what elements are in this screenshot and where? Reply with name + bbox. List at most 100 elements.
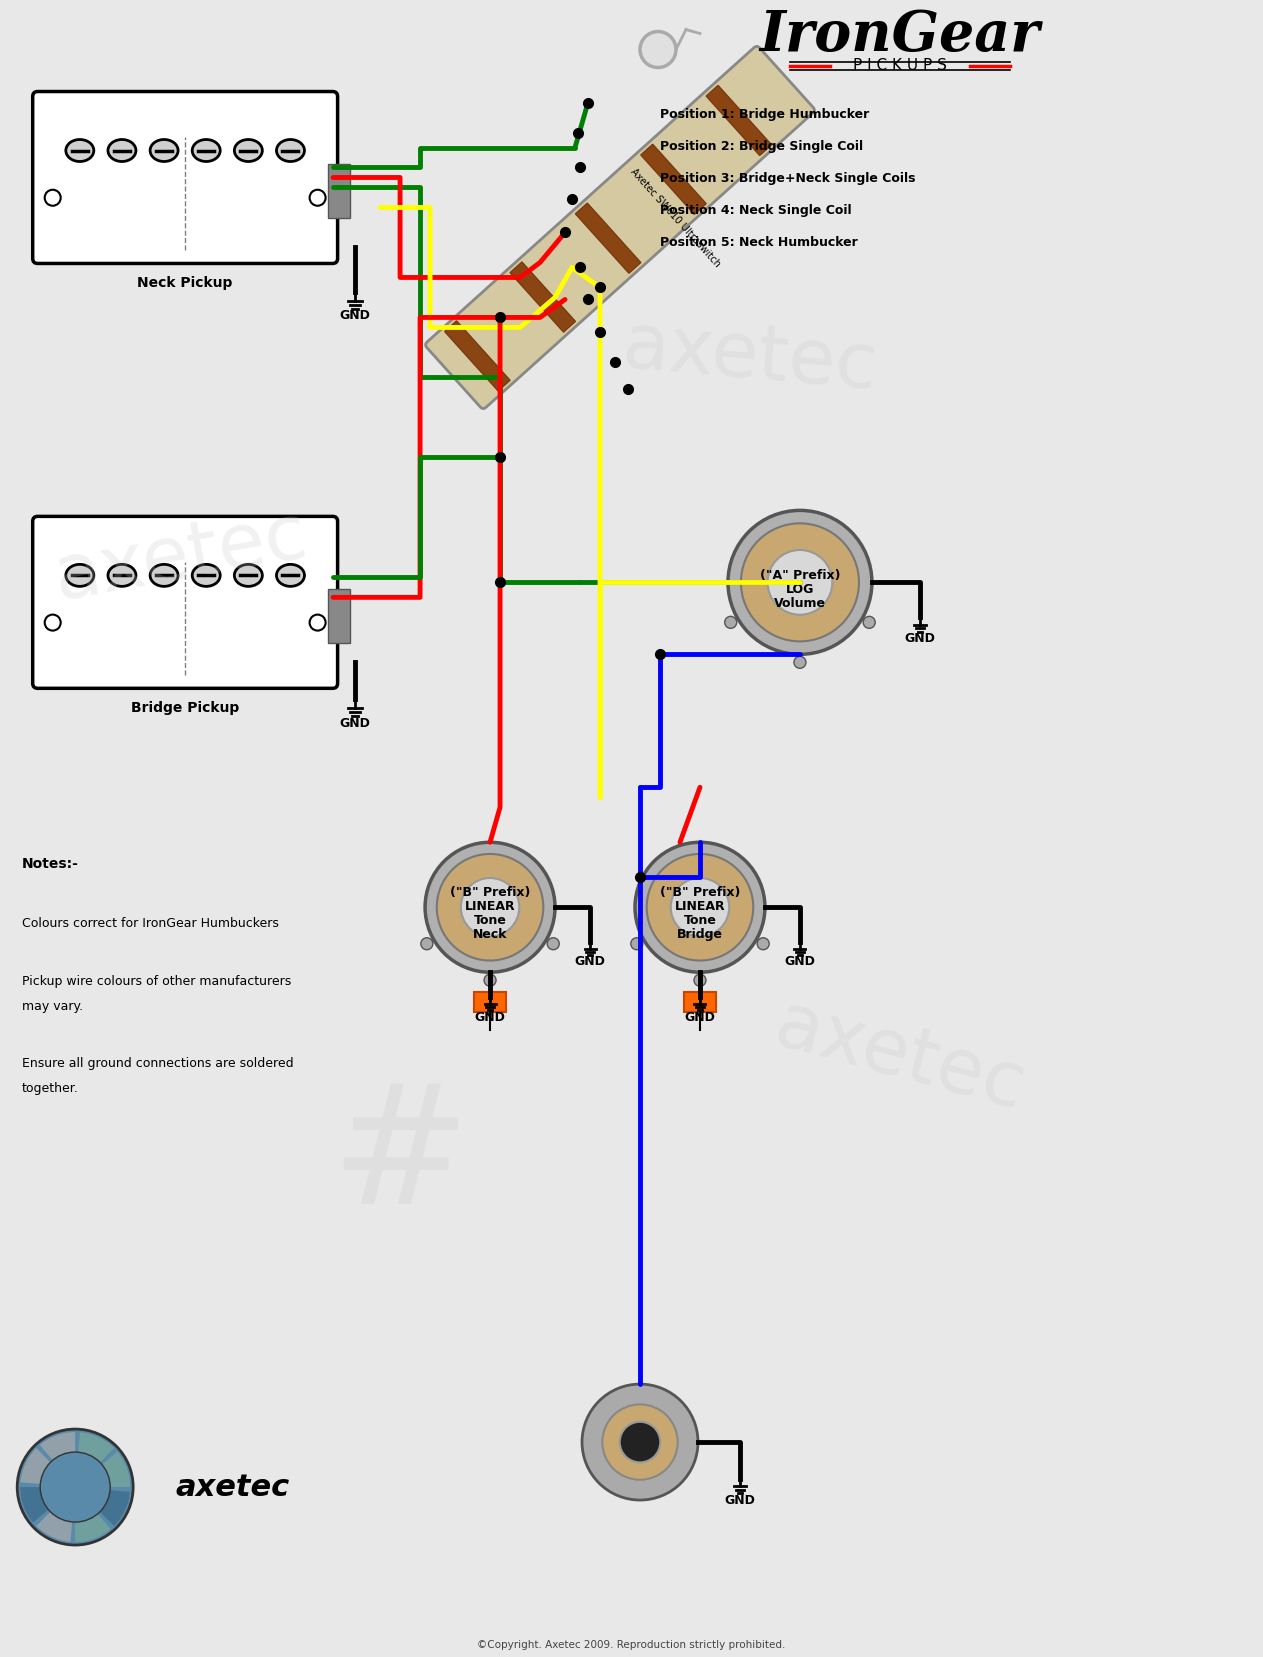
Circle shape	[741, 524, 859, 641]
Text: Position 2: Bridge Single Coil: Position 2: Bridge Single Coil	[661, 139, 863, 152]
Bar	[510, 262, 576, 331]
Circle shape	[309, 191, 326, 205]
Text: Position 5: Neck Humbucker: Position 5: Neck Humbucker	[661, 235, 858, 249]
Circle shape	[640, 31, 676, 68]
Circle shape	[44, 615, 61, 631]
Circle shape	[547, 938, 560, 949]
Text: axetec: axetec	[619, 310, 880, 406]
Circle shape	[426, 842, 554, 973]
Text: Tone: Tone	[683, 915, 716, 928]
Circle shape	[18, 1428, 133, 1544]
Circle shape	[421, 938, 433, 949]
Ellipse shape	[107, 565, 136, 587]
Text: Axetec SW010 Ultraswitch: Axetec SW010 Ultraswitch	[628, 166, 722, 268]
Text: GND: GND	[340, 717, 370, 731]
Text: Neck Pickup: Neck Pickup	[138, 277, 232, 290]
Circle shape	[727, 510, 871, 655]
Text: ("A" Prefix): ("A" Prefix)	[759, 568, 840, 582]
FancyBboxPatch shape	[33, 517, 337, 688]
Ellipse shape	[277, 565, 304, 587]
Bar	[706, 86, 772, 156]
FancyBboxPatch shape	[33, 91, 337, 263]
Ellipse shape	[192, 139, 220, 161]
Text: LOG: LOG	[786, 583, 815, 597]
Ellipse shape	[150, 565, 178, 587]
Circle shape	[309, 615, 326, 631]
Text: Position 1: Bridge Humbucker: Position 1: Bridge Humbucker	[661, 108, 869, 121]
Circle shape	[602, 1405, 678, 1480]
Text: Position 3: Bridge+Neck Single Coils: Position 3: Bridge+Neck Single Coils	[661, 172, 916, 186]
Circle shape	[794, 656, 806, 668]
Circle shape	[582, 1384, 698, 1500]
Bar	[445, 321, 510, 391]
Ellipse shape	[235, 565, 263, 587]
Circle shape	[758, 938, 769, 949]
Wedge shape	[76, 1486, 111, 1543]
Circle shape	[725, 616, 736, 628]
Text: ("B" Prefix): ("B" Prefix)	[659, 886, 740, 900]
Text: axetec: axetec	[767, 988, 1033, 1127]
Text: LINEAR: LINEAR	[465, 900, 515, 913]
Circle shape	[630, 938, 643, 949]
Circle shape	[635, 842, 765, 973]
Wedge shape	[37, 1486, 76, 1541]
Circle shape	[44, 191, 61, 205]
Circle shape	[647, 853, 753, 961]
Wedge shape	[40, 1432, 76, 1486]
Wedge shape	[20, 1486, 76, 1523]
Ellipse shape	[277, 139, 304, 161]
Wedge shape	[76, 1452, 130, 1486]
Circle shape	[671, 878, 729, 936]
Text: Position 4: Neck Single Coil: Position 4: Neck Single Coil	[661, 204, 851, 217]
Text: Ensure all ground connections are soldered: Ensure all ground connections are solder…	[23, 1057, 294, 1070]
Circle shape	[768, 550, 832, 615]
Circle shape	[484, 974, 496, 986]
Bar	[327, 164, 350, 219]
Ellipse shape	[192, 565, 220, 587]
Ellipse shape	[66, 139, 93, 161]
Circle shape	[437, 853, 543, 961]
Text: GND: GND	[725, 1495, 755, 1508]
Text: #: #	[330, 1075, 470, 1239]
Wedge shape	[76, 1486, 130, 1526]
Text: Pickup wire colours of other manufacturers: Pickup wire colours of other manufacture…	[23, 976, 292, 988]
Text: Tone: Tone	[474, 915, 506, 928]
Text: GND: GND	[685, 1011, 715, 1024]
Text: Bridge: Bridge	[677, 928, 722, 941]
Text: axetec: axetec	[176, 1473, 289, 1501]
Text: IronGear: IronGear	[759, 8, 1041, 63]
Circle shape	[461, 878, 519, 936]
Text: Colours correct for IronGear Humbuckers: Colours correct for IronGear Humbuckers	[23, 918, 279, 930]
Wedge shape	[20, 1448, 76, 1486]
Bar	[576, 204, 640, 273]
Text: may vary.: may vary.	[23, 1001, 83, 1012]
Circle shape	[40, 1452, 110, 1523]
Bar	[327, 588, 350, 643]
Ellipse shape	[150, 139, 178, 161]
Text: GND: GND	[904, 633, 936, 645]
Text: Bridge Pickup: Bridge Pickup	[131, 701, 239, 716]
Bar	[474, 993, 506, 1012]
Text: GND: GND	[475, 1011, 505, 1024]
Text: GND: GND	[340, 310, 370, 323]
Text: ©Copyright. Axetec 2009. Reproduction strictly prohibited.: ©Copyright. Axetec 2009. Reproduction st…	[477, 1640, 786, 1650]
Text: axetec: axetec	[48, 499, 313, 616]
Ellipse shape	[235, 139, 263, 161]
FancyBboxPatch shape	[426, 46, 815, 409]
Text: Volume: Volume	[774, 597, 826, 610]
Circle shape	[620, 1422, 661, 1463]
Bar	[685, 993, 716, 1012]
Text: P I C K U P S: P I C K U P S	[853, 58, 947, 73]
Circle shape	[863, 616, 875, 628]
Bar	[640, 144, 706, 214]
Text: Neck: Neck	[472, 928, 508, 941]
Ellipse shape	[107, 139, 136, 161]
Ellipse shape	[66, 565, 93, 587]
Circle shape	[693, 974, 706, 986]
Text: together.: together.	[23, 1082, 80, 1095]
Wedge shape	[76, 1432, 114, 1486]
Text: LINEAR: LINEAR	[674, 900, 725, 913]
Text: ("B" Prefix): ("B" Prefix)	[450, 886, 530, 900]
Text: GND: GND	[784, 954, 816, 968]
Text: Notes:-: Notes:-	[23, 857, 80, 872]
